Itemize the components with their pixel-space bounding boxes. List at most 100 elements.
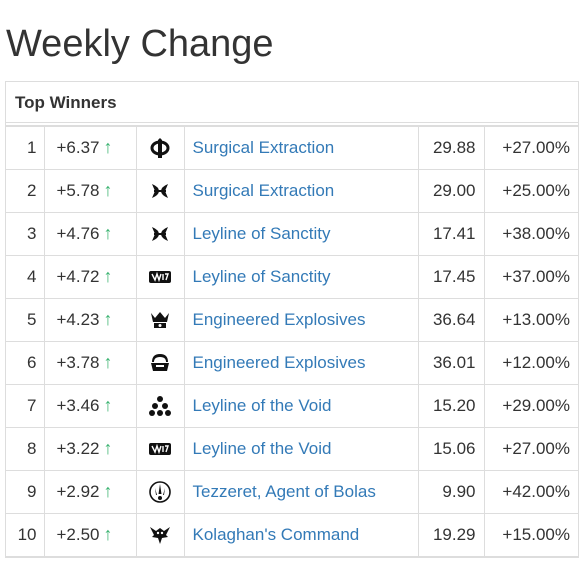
card-name-link[interactable]: Leyline of Sanctity bbox=[192, 223, 331, 243]
price-cell: 17.41 bbox=[417, 211, 485, 256]
phi-set-icon bbox=[148, 136, 172, 160]
page-title: Weekly Change bbox=[6, 23, 274, 65]
card-name-link[interactable]: Tezzeret, Agent of Bolas bbox=[192, 481, 376, 501]
set-cell bbox=[135, 211, 185, 256]
card-cell: Engineered Explosives bbox=[183, 297, 419, 342]
price-cell: 29.00 bbox=[417, 168, 485, 213]
change-cell: +5.78 ↑ bbox=[43, 168, 137, 213]
arrow-up-icon: ↑ bbox=[103, 524, 113, 544]
set-cell bbox=[135, 426, 185, 471]
rank-cell: 3 bbox=[6, 211, 45, 256]
card-name-link[interactable]: Leyline of Sanctity bbox=[192, 266, 331, 286]
rank-cell: 10 bbox=[6, 512, 45, 557]
crossed-set-icon bbox=[148, 222, 172, 246]
card-cell: Kolaghan's Command bbox=[183, 512, 419, 557]
table-row: 3 +4.76 ↑ Leyline of Sanctity 17.41 +38.00% bbox=[6, 211, 578, 256]
arrow-up-icon: ↑ bbox=[103, 481, 113, 501]
change-cell: +4.23 ↑ bbox=[43, 297, 137, 342]
price-cell: 15.06 bbox=[417, 426, 485, 471]
card-name-link[interactable]: Surgical Extraction bbox=[192, 180, 335, 200]
percent-change-cell: +13.00% bbox=[483, 297, 578, 342]
price-cell: 19.29 bbox=[417, 512, 485, 557]
price-cell: 36.64 bbox=[417, 297, 485, 342]
table-row: 1 +6.37 ↑ Surgical Extraction 29.88 +27.00% bbox=[6, 125, 578, 170]
crossed-set-icon bbox=[148, 179, 172, 203]
price-cell: 36.01 bbox=[417, 340, 485, 385]
rank-cell: 2 bbox=[6, 168, 45, 213]
arrow-up-icon: ↑ bbox=[103, 309, 113, 329]
card-cell: Surgical Extraction bbox=[183, 125, 419, 170]
arrow-up-icon: ↑ bbox=[103, 180, 113, 200]
change-cell: +3.46 ↑ bbox=[43, 383, 137, 428]
percent-change-cell: +29.00% bbox=[483, 383, 578, 428]
card-cell: Leyline of Sanctity bbox=[183, 211, 419, 256]
percent-change-cell: +27.00% bbox=[483, 426, 578, 471]
change-value: +2.50 bbox=[56, 525, 100, 544]
card-name-link[interactable]: Engineered Explosives bbox=[192, 352, 366, 372]
rank-cell: 8 bbox=[6, 426, 45, 471]
arrow-up-icon: ↑ bbox=[103, 266, 113, 286]
table-row: 2 +5.78 ↑ Surgical Extraction 29.00 +25.00% bbox=[6, 168, 578, 213]
table-row: 4 +4.72 ↑ Leyline of Sanctity 17.45 +37.00% bbox=[6, 254, 578, 299]
change-value: +3.78 bbox=[56, 353, 100, 372]
percent-change-cell: +27.00% bbox=[483, 125, 578, 170]
banner-set-icon bbox=[148, 265, 172, 289]
card-cell: Tezzeret, Agent of Bolas bbox=[183, 469, 419, 514]
card-name-link[interactable]: Leyline of the Void bbox=[192, 438, 332, 458]
card-name-link[interactable]: Leyline of the Void bbox=[192, 395, 332, 415]
card-cell: Leyline of the Void bbox=[183, 383, 419, 428]
set-cell bbox=[135, 383, 185, 428]
arrow-up-icon: ↑ bbox=[103, 223, 113, 243]
price-cell: 15.20 bbox=[417, 383, 485, 428]
card-cell: Leyline of Sanctity bbox=[183, 254, 419, 299]
arrow-up-icon: ↑ bbox=[103, 438, 113, 458]
table-row: 7 +3.46 ↑ Leyline of the Void 15.20 +29.00% bbox=[6, 383, 578, 428]
change-value: +4.76 bbox=[56, 224, 100, 243]
change-value: +5.78 bbox=[56, 181, 100, 200]
price-cell: 29.88 bbox=[417, 125, 485, 170]
card-cell: Engineered Explosives bbox=[183, 340, 419, 385]
percent-change-cell: +42.00% bbox=[483, 469, 578, 514]
card-name-link[interactable]: Kolaghan's Command bbox=[192, 524, 360, 544]
arrow-up-icon: ↑ bbox=[103, 137, 113, 158]
crown-set-icon bbox=[148, 308, 172, 332]
change-cell: +4.72 ↑ bbox=[43, 254, 137, 299]
rank-cell: 1 bbox=[6, 125, 45, 170]
table-row: 5 +4.23 ↑ Engineered Explosives 36.64 +13.00% bbox=[6, 297, 578, 342]
change-value: +3.46 bbox=[56, 396, 100, 415]
set-cell bbox=[135, 469, 185, 514]
percent-change-cell: +12.00% bbox=[483, 340, 578, 385]
change-cell: +3.78 ↑ bbox=[43, 340, 137, 385]
rank-cell: 6 bbox=[6, 340, 45, 385]
change-cell: +6.37 ↑ bbox=[43, 125, 137, 170]
change-value: +6.37 bbox=[56, 138, 100, 158]
percent-change-cell: +37.00% bbox=[483, 254, 578, 299]
change-value: +4.72 bbox=[56, 267, 100, 286]
percent-change-cell: +15.00% bbox=[483, 512, 578, 557]
winners-table: 1 +6.37 ↑ Surgical Extraction 29.88 +27.00% 2 +… bbox=[6, 125, 578, 557]
card-name-link[interactable]: Surgical Extraction bbox=[192, 137, 335, 157]
card-name-link[interactable]: Engineered Explosives bbox=[192, 309, 366, 329]
change-value: +4.23 bbox=[56, 310, 100, 329]
price-cell: 9.90 bbox=[417, 469, 485, 514]
set-cell bbox=[135, 168, 185, 213]
table-row: 6 +3.78 ↑ Engineered Explosives 36.01 +12.00% bbox=[6, 340, 578, 385]
rank-cell: 9 bbox=[6, 469, 45, 514]
change-cell: +2.50 ↑ bbox=[43, 512, 137, 557]
set-cell bbox=[135, 297, 185, 342]
change-value: +2.92 bbox=[56, 482, 100, 501]
price-cell: 17.45 bbox=[417, 254, 485, 299]
set-cell bbox=[135, 512, 185, 557]
percent-change-cell: +25.00% bbox=[483, 168, 578, 213]
top-winners-panel: Top Winners 1 +6.37 ↑ Surgical Extraction 29… bbox=[5, 81, 579, 558]
planeswalker-set-icon bbox=[148, 480, 172, 504]
table-row: 10 +2.50 ↑ Kolaghan's Command 19.29 +15.00% bbox=[6, 512, 578, 557]
change-cell: +2.92 ↑ bbox=[43, 469, 137, 514]
set-cell bbox=[135, 125, 185, 170]
percent-change-cell: +38.00% bbox=[483, 211, 578, 256]
cluster-set-icon bbox=[148, 394, 172, 418]
table-row: 8 +3.22 ↑ Leyline of the Void 15.06 +27.00% bbox=[6, 426, 578, 471]
dragon-set-icon bbox=[148, 523, 172, 547]
change-cell: +4.76 ↑ bbox=[43, 211, 137, 256]
arrow-up-icon: ↑ bbox=[103, 352, 113, 372]
